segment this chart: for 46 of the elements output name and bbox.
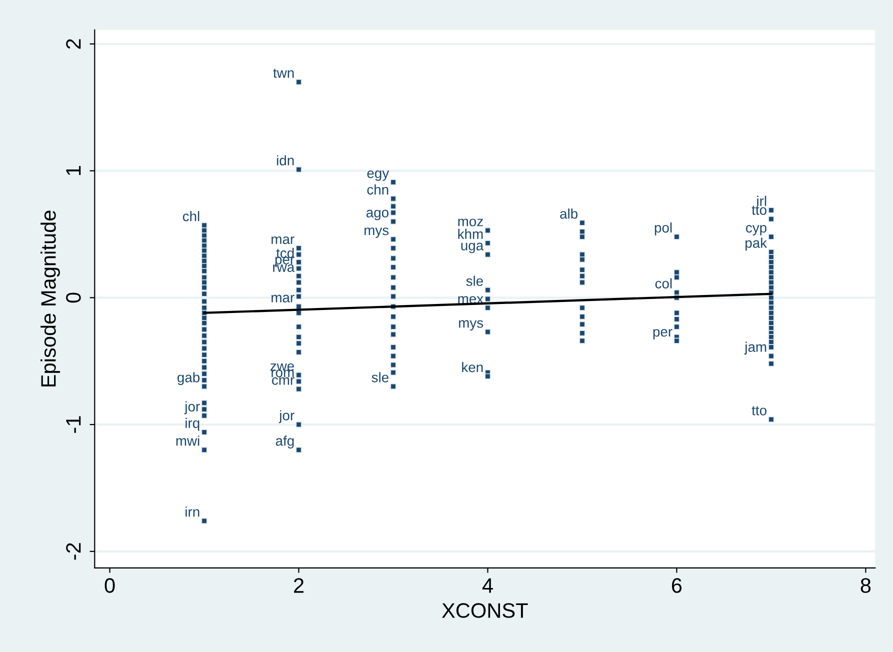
annotation: twn: [273, 68, 294, 78]
annotation: mar: [272, 294, 294, 302]
annotation: sle: [466, 276, 483, 286]
x-tick-label: 4: [482, 578, 493, 593]
annotation: khm: [458, 228, 483, 239]
y-tick-label: 1: [66, 166, 81, 176]
annotation: irl: [757, 196, 766, 206]
annotation: tto: [752, 406, 766, 416]
annotation: egy: [367, 170, 390, 181]
x-tick-label: 0: [104, 578, 115, 593]
annotation: ago: [366, 210, 388, 220]
annotation: cmr: [272, 377, 294, 385]
y-tick-label: 2: [66, 39, 81, 49]
x-axis-title: XCONST: [442, 603, 528, 618]
annotation: pol: [654, 222, 672, 236]
annotation: per: [653, 329, 672, 340]
y-tick-label: -1: [66, 416, 81, 433]
annotation: idn: [276, 155, 294, 166]
annotation: mys: [364, 228, 389, 238]
annotation: afg: [276, 436, 294, 449]
annotation: mar: [272, 236, 294, 244]
annotation: mwi: [176, 436, 200, 446]
annotation: moz: [458, 218, 483, 226]
annotation: uga: [461, 242, 484, 254]
annotation: alb: [560, 208, 578, 219]
annotation: pak: [746, 238, 768, 251]
annotation: sle: [372, 372, 388, 382]
annotation: tto: [752, 206, 766, 215]
annotation: jor: [278, 410, 294, 424]
y-tick-label: 0: [66, 292, 81, 303]
annotation: col: [655, 278, 672, 288]
x-tick-label: 2: [294, 578, 304, 593]
annotation: jam: [744, 342, 766, 355]
y-tick-label: -2: [66, 543, 81, 560]
annotation: chl: [182, 211, 200, 222]
annotation: ken: [462, 362, 483, 372]
annotation: mys: [459, 320, 484, 331]
annotation: jor: [184, 401, 200, 414]
annotation: irq: [186, 418, 200, 431]
annotation: chn: [367, 184, 388, 195]
x-tick-label: 8: [860, 578, 871, 593]
annotation: cyp: [746, 225, 766, 236]
x-tick-label: 6: [672, 578, 682, 593]
annotation: irn: [186, 506, 200, 517]
y-axis-title: Episode Magnitude: [40, 210, 60, 386]
annotation: gab: [178, 372, 200, 386]
